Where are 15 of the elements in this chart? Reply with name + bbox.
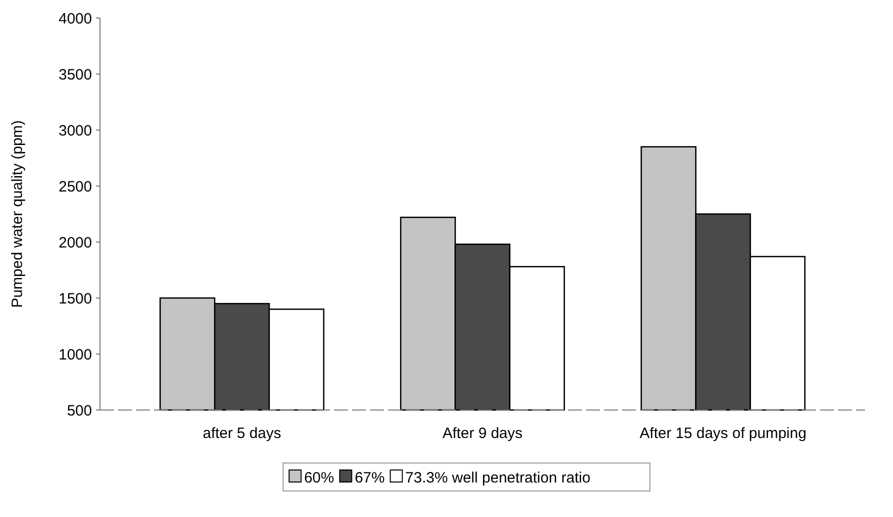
y-tick-label: 1000 bbox=[58, 346, 92, 364]
y-tick-label: 1500 bbox=[58, 290, 92, 308]
y-tick-label: 3500 bbox=[58, 66, 92, 84]
x-tick-label: After 9 days bbox=[442, 425, 523, 442]
x-tick-label: After 15 days of pumping bbox=[640, 425, 806, 442]
legend-label: 67% bbox=[354, 469, 385, 486]
y-tick-label: 4000 bbox=[58, 10, 92, 28]
x-tick-label: after 5 days bbox=[202, 425, 282, 442]
y-tick-label: 3000 bbox=[58, 122, 92, 140]
y-tick-label: 2500 bbox=[58, 178, 92, 196]
y-axis-title: Pumped water quality (ppm) bbox=[9, 120, 26, 308]
y-tick-label: 500 bbox=[66, 402, 92, 420]
y-tick-label: 2000 bbox=[58, 234, 92, 252]
legend-label: 60% bbox=[304, 469, 334, 486]
legend-label: 73.3% well penetration ratio bbox=[405, 469, 590, 486]
